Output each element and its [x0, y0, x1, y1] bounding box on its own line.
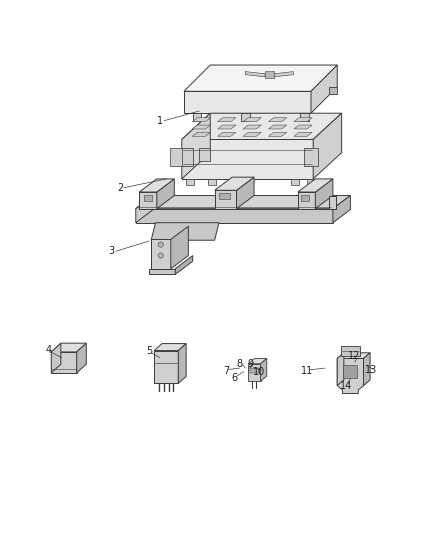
Polygon shape — [364, 353, 370, 386]
Polygon shape — [192, 125, 211, 129]
Text: 1: 1 — [157, 116, 163, 126]
Polygon shape — [300, 113, 309, 121]
Polygon shape — [294, 118, 312, 122]
Polygon shape — [77, 343, 86, 373]
Polygon shape — [341, 346, 360, 356]
Polygon shape — [151, 223, 219, 240]
Polygon shape — [136, 196, 350, 209]
Text: 7: 7 — [223, 366, 230, 376]
Bar — [219, 193, 230, 199]
Polygon shape — [243, 132, 261, 136]
Polygon shape — [151, 239, 171, 269]
Polygon shape — [294, 125, 312, 129]
Polygon shape — [182, 140, 313, 179]
Text: 14: 14 — [340, 381, 352, 391]
Polygon shape — [186, 179, 194, 185]
Polygon shape — [268, 125, 287, 129]
Polygon shape — [199, 148, 210, 161]
Polygon shape — [171, 226, 188, 269]
Polygon shape — [175, 255, 193, 274]
Polygon shape — [333, 196, 350, 223]
Text: 8: 8 — [237, 359, 243, 369]
Polygon shape — [337, 353, 370, 359]
Polygon shape — [343, 365, 357, 378]
Polygon shape — [136, 196, 153, 223]
Polygon shape — [154, 344, 186, 351]
Polygon shape — [265, 71, 274, 78]
Text: 9: 9 — [247, 359, 254, 369]
Bar — [144, 195, 152, 201]
Text: 2: 2 — [117, 183, 124, 192]
Circle shape — [158, 253, 163, 258]
Polygon shape — [337, 353, 344, 386]
Polygon shape — [243, 118, 261, 122]
Polygon shape — [261, 359, 267, 381]
Polygon shape — [170, 148, 182, 166]
Polygon shape — [291, 179, 299, 185]
Polygon shape — [337, 359, 364, 393]
Polygon shape — [245, 71, 265, 77]
Polygon shape — [329, 87, 337, 94]
Polygon shape — [274, 71, 293, 77]
Polygon shape — [218, 125, 236, 129]
Polygon shape — [136, 209, 333, 223]
Polygon shape — [215, 177, 254, 190]
Text: 4: 4 — [45, 345, 51, 355]
Polygon shape — [139, 192, 157, 209]
Polygon shape — [241, 113, 250, 121]
Polygon shape — [307, 179, 314, 185]
Polygon shape — [51, 352, 77, 373]
Text: 5: 5 — [146, 345, 152, 356]
Polygon shape — [51, 343, 61, 373]
Bar — [250, 368, 259, 374]
Polygon shape — [294, 132, 312, 136]
Text: 12: 12 — [348, 351, 360, 361]
Text: 3: 3 — [109, 246, 115, 256]
Polygon shape — [218, 132, 236, 136]
Polygon shape — [311, 65, 337, 113]
Polygon shape — [304, 148, 318, 166]
Polygon shape — [51, 343, 86, 352]
Circle shape — [158, 242, 163, 247]
Polygon shape — [157, 179, 174, 209]
Polygon shape — [192, 118, 211, 122]
Polygon shape — [237, 177, 254, 209]
Polygon shape — [313, 113, 342, 179]
Polygon shape — [180, 148, 193, 166]
Polygon shape — [248, 359, 267, 364]
Polygon shape — [248, 364, 261, 381]
Polygon shape — [192, 132, 211, 136]
Polygon shape — [139, 179, 174, 192]
Polygon shape — [184, 91, 311, 113]
Polygon shape — [298, 192, 315, 209]
Polygon shape — [218, 118, 236, 122]
Polygon shape — [328, 197, 336, 209]
Polygon shape — [208, 179, 216, 185]
Polygon shape — [215, 190, 237, 209]
Polygon shape — [182, 113, 210, 179]
Polygon shape — [178, 344, 186, 383]
Polygon shape — [268, 132, 287, 136]
Bar — [301, 195, 309, 201]
Polygon shape — [184, 65, 337, 91]
Polygon shape — [182, 113, 342, 140]
Polygon shape — [268, 118, 287, 122]
Polygon shape — [149, 269, 175, 274]
Polygon shape — [193, 113, 201, 121]
Polygon shape — [154, 351, 178, 383]
Polygon shape — [298, 179, 333, 192]
Polygon shape — [315, 179, 333, 209]
Text: 6: 6 — [231, 373, 237, 383]
Text: 13: 13 — [365, 365, 378, 375]
Text: 10: 10 — [253, 367, 265, 377]
Polygon shape — [243, 125, 261, 129]
Text: 11: 11 — [300, 366, 313, 376]
